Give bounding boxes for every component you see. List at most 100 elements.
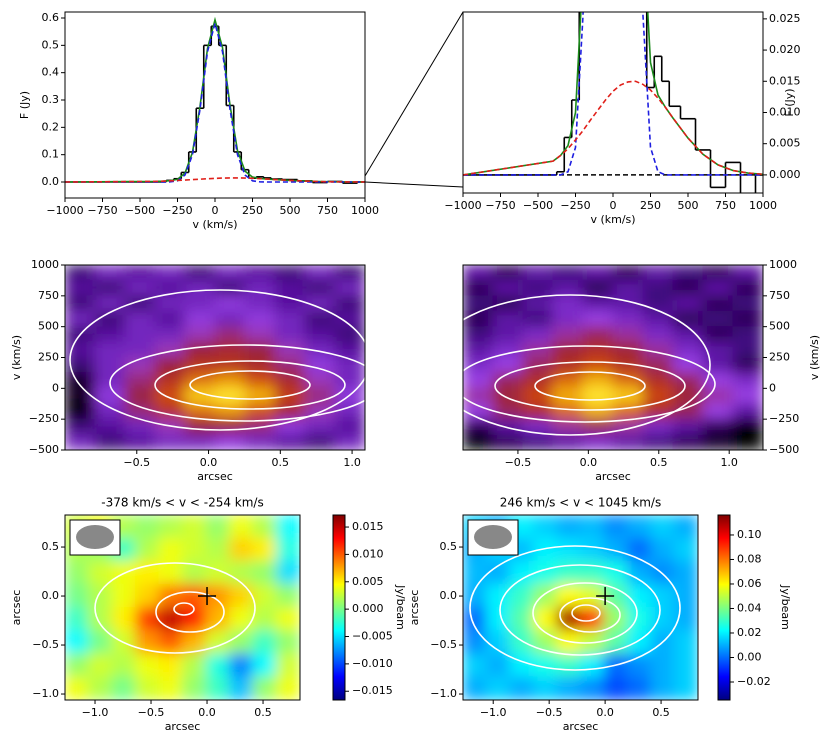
pixel [184, 265, 216, 281]
y-tick-label: 0.4 [42, 66, 60, 79]
x-tick-label: 0 [610, 199, 617, 212]
colorbar-tick-label: 0.04 [737, 601, 762, 614]
pixel [732, 434, 763, 450]
y-tick-label: 750 [38, 289, 59, 302]
pixel [111, 583, 136, 608]
pixel [205, 676, 230, 700]
x-tick-label: 1000 [351, 204, 379, 217]
y-tick-label: −0.5 [430, 638, 457, 651]
pixel [612, 341, 644, 358]
pixel [552, 326, 584, 343]
pixel [492, 357, 524, 374]
pixel [88, 583, 113, 608]
y-axis-label: arcsec [10, 590, 23, 626]
pixel [65, 583, 89, 608]
pixel [674, 537, 698, 562]
pixel [486, 653, 511, 678]
pixel [552, 418, 584, 436]
y-tick-label: 0.0 [440, 589, 458, 602]
pixel [582, 434, 614, 450]
pixel [124, 295, 156, 312]
pixel [252, 560, 277, 585]
pixel [492, 295, 524, 312]
pixel [184, 295, 216, 312]
pixel [509, 607, 534, 632]
pixel [214, 326, 246, 343]
pixel [252, 583, 277, 608]
pixel [252, 630, 277, 655]
pixel [522, 387, 554, 405]
x-tick-label: −250 [162, 204, 192, 217]
pixel [252, 653, 277, 678]
pixel [732, 310, 763, 328]
pixel [205, 607, 230, 632]
x-axis-label: arcsec [197, 470, 233, 483]
x-tick-label: −500 [125, 204, 155, 217]
pixel [582, 265, 614, 281]
pixel [182, 676, 207, 700]
pixel [672, 326, 704, 343]
pixel [334, 326, 365, 343]
pixel [492, 341, 524, 358]
pixel [603, 537, 628, 562]
pixel [612, 279, 644, 297]
y-tick-label: 0 [52, 381, 59, 394]
pixel [650, 676, 675, 700]
pixel [463, 630, 487, 655]
colorbar-tick-label: 0.005 [352, 575, 384, 588]
pixel [672, 295, 704, 312]
colorbar-tick-label: −0.010 [352, 657, 393, 670]
series-line [65, 20, 365, 183]
pixel [244, 265, 276, 281]
pixel [650, 653, 675, 678]
pixel [94, 310, 126, 328]
pixel [463, 310, 494, 328]
contour [94, 562, 256, 654]
pixel [492, 434, 524, 450]
pixel [184, 279, 216, 297]
pixel [154, 372, 186, 389]
pixel [334, 295, 365, 312]
y-tick-label: −0.5 [32, 638, 59, 651]
pixel [244, 372, 276, 389]
pixel [627, 515, 652, 539]
panel-title: -378 km/s < v < -254 km/s [101, 496, 263, 510]
pixel [124, 326, 156, 343]
contour [173, 602, 195, 616]
x-axis-label: arcsec [595, 470, 631, 483]
x-tick-label: 500 [678, 199, 699, 212]
y-tick-label: 0.020 [769, 43, 801, 56]
series-line [463, 12, 763, 176]
pixel [552, 403, 584, 420]
pixel [229, 560, 254, 585]
pixel [205, 515, 230, 539]
pixel [94, 387, 126, 405]
zoom-line [364, 181, 464, 188]
pixel [522, 295, 554, 312]
pixel [672, 434, 704, 450]
pixel [244, 341, 276, 358]
pixel [522, 310, 554, 328]
pixel [124, 357, 156, 374]
pixel [88, 676, 113, 700]
pixel [674, 560, 698, 585]
x-tick-label: −1000 [46, 204, 83, 217]
pixel [244, 326, 276, 343]
pixel [556, 583, 581, 608]
contour [571, 604, 601, 622]
y-tick-label: 1000 [31, 258, 59, 271]
contour [499, 564, 661, 656]
pixel [274, 310, 306, 328]
colorbar-tick-label: −0.015 [352, 684, 393, 697]
pixel [124, 434, 156, 450]
contour [469, 545, 681, 671]
pixel [642, 295, 674, 312]
pixel [334, 372, 365, 389]
beam [76, 525, 114, 549]
pixel [334, 403, 365, 420]
pixel [702, 418, 734, 436]
pixel [158, 630, 183, 655]
pixel [158, 515, 183, 539]
x-tick-label: 750 [715, 199, 736, 212]
pixel [154, 265, 186, 281]
